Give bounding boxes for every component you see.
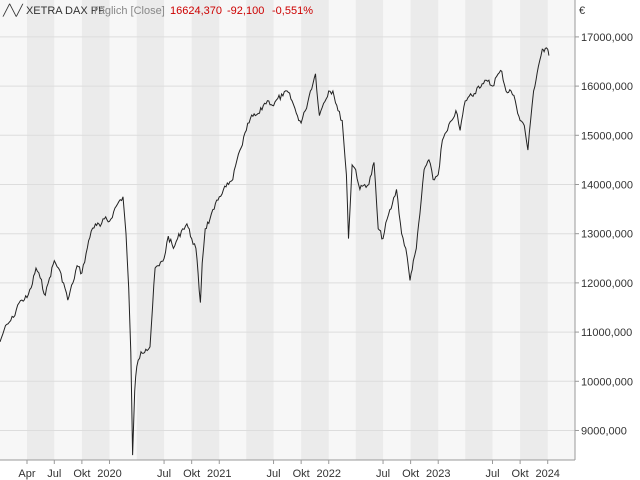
chart-header-instrument: ╱╲╱ XETRA DAX PF (2, 3, 105, 17)
quarter-band (246, 0, 274, 460)
y-tick-label: 14000,000 (581, 179, 633, 191)
chart-header: ╱╲╱ XETRA DAX PF Täglich [Close] 16624,3… (2, 3, 313, 17)
x-tick-label: Jul (485, 468, 499, 480)
x-tick-label: Okt (402, 468, 419, 480)
quarter-band (410, 0, 439, 460)
x-tick-label: Okt (512, 468, 529, 480)
x-axis: Apr Jul Okt 2020 Jul Okt 2021 Jul Okt 2022 Jul Okt 2… (18, 460, 560, 480)
quarter-band (81, 0, 110, 460)
x-tick-label: 2024 (535, 468, 559, 480)
quarter-band (26, 0, 55, 460)
interval-label: Täglich [Close] (92, 5, 165, 17)
x-tick-label: Apr (18, 468, 35, 480)
quarter-band (136, 0, 165, 460)
x-tick-label: 2022 (317, 468, 341, 480)
x-tick-label: Okt (183, 468, 200, 480)
x-tick-label: Jul (376, 468, 390, 480)
x-tick-label: Okt (73, 468, 90, 480)
y-tick-label: 10000,000 (581, 376, 633, 388)
y-tick-label: 13000,000 (581, 229, 633, 241)
currency-symbol: € (579, 5, 585, 17)
instrument-name: XETRA DAX PF (26, 5, 105, 17)
y-tick-label: 17000,000 (581, 32, 633, 44)
chart-icon: ╱╲╱ (2, 3, 24, 17)
x-tick-label: 2020 (97, 468, 121, 480)
y-axis: 9000,000 10000,000 11000,000 12000,000 13000… (575, 32, 633, 437)
gridlines (0, 36, 575, 431)
x-tick-label: Okt (293, 468, 310, 480)
x-tick-label: 2023 (426, 468, 450, 480)
y-tick-label: 11000,000 (581, 327, 632, 339)
quarter-band (465, 0, 493, 460)
x-tick-label: 2021 (207, 468, 231, 480)
y-tick-label: 16000,000 (581, 81, 633, 93)
x-tick-label: Jul (157, 468, 171, 480)
y-tick-label: 12000,000 (581, 278, 633, 290)
price-change: -92,100 (227, 5, 264, 17)
quarter-band (355, 0, 384, 460)
x-tick-label: Jul (267, 468, 281, 480)
quarter-band (301, 0, 329, 460)
y-tick-label: 15000,000 (581, 130, 633, 142)
price-line (0, 47, 550, 456)
last-price: 16624,370 (170, 5, 222, 17)
y-tick-label: 9000,000 (581, 425, 627, 437)
quarter-band (520, 0, 548, 460)
price-change-percent: -0,551% (272, 5, 313, 17)
x-tick-label: Jul (47, 468, 61, 480)
